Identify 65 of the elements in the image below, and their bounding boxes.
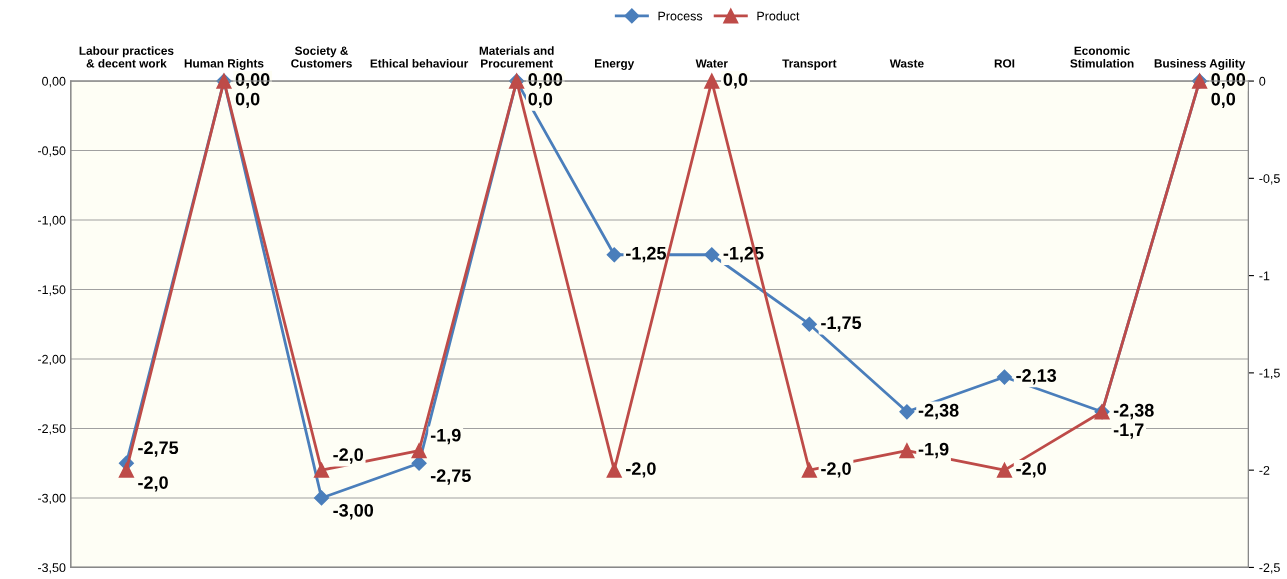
x-tick-label: ROI xyxy=(994,59,1015,68)
data-label: -2,0 xyxy=(138,476,168,492)
y-tick-label: -0,50 xyxy=(37,146,66,157)
data-label: -2,75 xyxy=(138,441,179,457)
y-tick-label: -3,00 xyxy=(37,493,66,505)
data-label: -1,9 xyxy=(918,442,949,459)
data-label: -2,0 xyxy=(821,462,851,478)
point xyxy=(996,369,1013,385)
data-label: -1,25 xyxy=(626,246,666,263)
point xyxy=(313,462,330,478)
point xyxy=(899,443,915,459)
data-label: -2,38 xyxy=(918,403,959,420)
x-tick-label: Waste xyxy=(889,59,924,68)
x-tick-label: Transport xyxy=(782,59,837,70)
y-tick-label: -3,50 xyxy=(37,563,66,574)
data-label: 0,0 xyxy=(1211,92,1236,109)
y2-tick-label: 0 xyxy=(1259,76,1266,86)
data-label: 0,0 xyxy=(235,92,260,109)
y-tick-label: -1,50 xyxy=(37,285,66,296)
legend-label: Product xyxy=(757,11,800,21)
data-label: -2,38 xyxy=(1113,403,1154,420)
legend-label: Process xyxy=(658,11,703,21)
y-tick-label: -1,00 xyxy=(37,215,66,227)
y2-tick-label: -2,5 xyxy=(1259,563,1280,574)
data-label: 0,0 xyxy=(723,73,748,89)
y-tick-label: -2,00 xyxy=(37,354,66,366)
data-label: -2,75 xyxy=(430,469,471,485)
point xyxy=(606,247,622,263)
data-label: 0,00 xyxy=(528,73,563,89)
x-tick-label: Materials and Procurement xyxy=(479,46,554,68)
point xyxy=(704,73,720,89)
x-tick-label: Human Rights xyxy=(184,58,264,70)
x-tick-label: Business Agility xyxy=(1154,58,1246,70)
data-label: -2,0 xyxy=(333,448,364,464)
data-label: -3,00 xyxy=(333,503,374,520)
y2-tick-label: -0,5 xyxy=(1259,174,1280,185)
x-tick-label: Energy xyxy=(595,59,635,70)
point xyxy=(899,404,915,420)
point xyxy=(411,443,427,459)
x-tick-label: Economic Stimulation xyxy=(1070,46,1134,68)
point xyxy=(704,247,720,263)
y-tick-label: 0,00 xyxy=(42,76,66,88)
y2-tick-label: -2 xyxy=(1259,465,1270,475)
data-label: -2,13 xyxy=(1016,369,1057,385)
data-label: -2,0 xyxy=(626,462,656,478)
data-label: -1,9 xyxy=(430,428,461,445)
y-tick-label: -2,50 xyxy=(37,424,66,435)
point xyxy=(801,462,817,478)
x-tick-label: Water xyxy=(695,59,728,68)
y2-tick-label: -1 xyxy=(1259,271,1270,281)
data-label: -2,0 xyxy=(1016,462,1046,478)
x-tick-label: Society & Customers xyxy=(291,46,352,68)
data-label: 0,00 xyxy=(235,73,270,89)
y2-tick-label: -1,5 xyxy=(1259,368,1280,379)
point xyxy=(801,316,817,332)
point xyxy=(996,462,1013,478)
point xyxy=(118,462,135,478)
data-label: -1,75 xyxy=(821,316,862,332)
point xyxy=(313,490,330,506)
data-label: 0,0 xyxy=(528,92,553,109)
x-tick-label: Labour practices & decent work xyxy=(79,46,174,68)
x-tick-label: Ethical behaviour xyxy=(370,58,469,68)
data-label: 0,00 xyxy=(1211,73,1246,89)
data-label: -1,7 xyxy=(1113,423,1144,439)
point xyxy=(606,462,622,478)
